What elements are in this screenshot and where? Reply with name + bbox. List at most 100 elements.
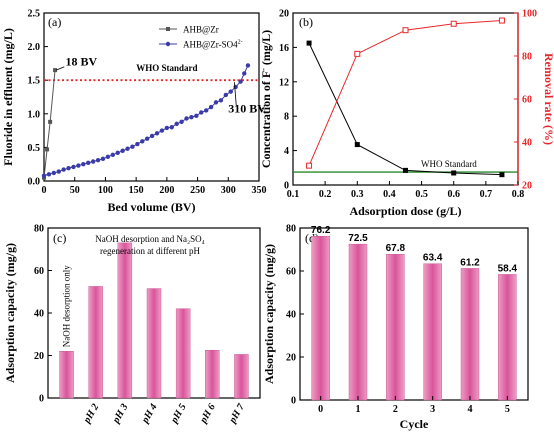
data-point (403, 167, 408, 173)
y-tick-label: 0 (284, 181, 289, 192)
bar (498, 274, 517, 401)
y-tick-label: 60 (34, 266, 44, 277)
panel-label: (c) (53, 231, 66, 245)
y-axis-label-unit: (mg/L) (259, 30, 273, 68)
data-point (130, 144, 135, 149)
data-point (223, 92, 229, 98)
data-point (154, 131, 160, 136)
data-point (76, 163, 81, 168)
y2-tick-label: 40 (522, 138, 532, 149)
data-point (354, 142, 360, 148)
value-label: 58.4 (498, 263, 518, 274)
x-tick-label: 0.6 (447, 189, 460, 200)
y-tick-label: 1.5 (28, 76, 41, 87)
data-point (90, 159, 96, 164)
bar (234, 354, 249, 399)
y-tick-label: 20 (34, 351, 44, 362)
data-point (306, 40, 312, 46)
y-tick-label: 0 (291, 396, 296, 407)
data-point (48, 119, 53, 124)
bar (175, 308, 191, 399)
data-point (499, 172, 505, 178)
data-point (125, 146, 130, 151)
data-point (56, 169, 61, 174)
data-point (228, 89, 233, 94)
data-point (498, 17, 505, 24)
x-tick-label: pH 7 (227, 401, 248, 426)
data-point (450, 20, 457, 27)
data-point (194, 113, 199, 119)
data-point (233, 84, 238, 90)
bar (460, 268, 480, 401)
data-point (164, 125, 170, 131)
panel-a: 0 50 100 150 200 250 300 350 0.0 0.5 1.0 1.5 2.0 2.5 B… (1, 9, 267, 215)
bar (311, 235, 330, 401)
x-tick-label: 5 (505, 404, 510, 415)
data-point (245, 63, 251, 68)
x-tick-label: 300 (221, 185, 236, 196)
series-line (308, 42, 502, 176)
data-point (179, 119, 184, 125)
data-point (218, 98, 224, 103)
y-axis-label-superscript: - (259, 68, 268, 71)
y2-tick-label: 60 (522, 95, 532, 106)
data-point (81, 162, 86, 167)
x-tick-label: 0.3 (351, 189, 364, 200)
y-tick-label: 4 (284, 146, 289, 157)
y-tick-label: 12 (279, 77, 289, 88)
data-point (41, 173, 47, 178)
bar (59, 351, 74, 399)
bar (348, 243, 368, 401)
x-tick-label: pH 2 (81, 402, 101, 426)
data-point (86, 160, 91, 166)
plot-frame (43, 12, 260, 182)
y-axis-label: Adsorption capacity (mg/g) (262, 244, 276, 384)
y-tick-label: 0.0 (28, 177, 41, 188)
y-axis-label-main: Concentration of F (259, 71, 273, 168)
data-point (238, 79, 243, 84)
bar (205, 349, 220, 399)
y-tick-label: 80 (286, 224, 296, 235)
panel-title-line: regeneration at different pH (100, 246, 201, 256)
y2-tick-label: 100 (522, 9, 537, 20)
data-point (135, 141, 140, 147)
y-tick-label: 8 (284, 112, 289, 123)
plot-frame (299, 227, 529, 401)
data-point (95, 157, 101, 163)
y-tick-label: 2.0 (28, 42, 41, 53)
series-line (43, 70, 56, 178)
annotation-arrow (56, 66, 65, 71)
data-point (120, 148, 125, 153)
data-point (51, 170, 57, 176)
x-tick-label: 0.4 (383, 189, 396, 200)
y-tick-label: 16 (279, 43, 289, 54)
legend-marker (166, 27, 170, 31)
y-tick-label: 80 (34, 224, 44, 235)
y-tick-label: 20 (286, 353, 296, 364)
bar (423, 263, 442, 401)
data-point (189, 114, 194, 120)
y2-axis-label: Removal rate (%) (542, 53, 554, 145)
data-point (46, 172, 52, 177)
legend-label: AHB@Zr (183, 25, 219, 35)
data-point (306, 162, 313, 169)
value-label: 61.2 (460, 257, 480, 268)
plot-frame (292, 12, 519, 186)
y-tick-label: 40 (286, 310, 296, 321)
y2-tick-label: 80 (522, 52, 532, 63)
y-tick-label: 0.5 (28, 143, 41, 154)
bar (386, 254, 405, 401)
x-tick-label: 0.2 (319, 189, 332, 200)
bar (117, 242, 133, 399)
y-tick-label: 2.5 (28, 9, 41, 20)
who-standard-label: WHO Standard (136, 63, 197, 73)
panel-b: 0.1 0.2 0.3 0.4 0.5 0.6 0.7 0.8 0 4 8 12 16 20 20 40 60 8… (259, 9, 554, 219)
data-point (451, 170, 457, 176)
data-point (208, 104, 214, 110)
annotation-18bv: 18 BV (66, 54, 98, 68)
y-axis-label: Adsorption capacity (mg/g) (3, 243, 17, 383)
x-tick-label: 0 (318, 404, 323, 415)
panel-c: 0 20 40 60 80 Adsorption capacity (mg/g) (c) Na… (3, 224, 261, 426)
